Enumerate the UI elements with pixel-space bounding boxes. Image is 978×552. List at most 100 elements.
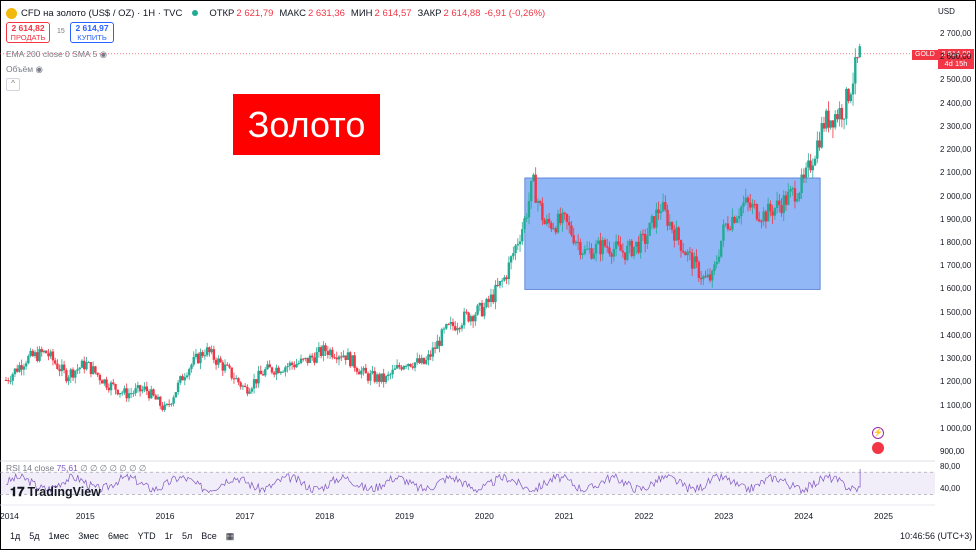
- clock[interactable]: 10:46:56 (UTC+3): [900, 531, 973, 541]
- rsi-indicator-label[interactable]: RSI 14 close 75,61 ∅ ∅ ∅ ∅ ∅ ∅ ∅: [6, 463, 146, 474]
- candle-body: [534, 174, 537, 203]
- candle-body: [462, 311, 466, 326]
- candle-body: [858, 46, 861, 58]
- candle-body: [512, 253, 515, 257]
- eye-icon[interactable]: ◉: [99, 49, 107, 59]
- timeframe-all[interactable]: Все: [201, 531, 217, 541]
- tradingview-logo[interactable]: 𝟏𝟕 TradingView: [10, 484, 101, 500]
- candle-body: [778, 200, 781, 206]
- timeframe-5y[interactable]: 5л: [181, 531, 193, 541]
- candle-body: [659, 211, 663, 214]
- candle-body: [728, 228, 732, 230]
- candle-body: [731, 216, 734, 230]
- timeframe-1m[interactable]: 1мес: [48, 531, 70, 541]
- currency-label[interactable]: USD: [938, 7, 955, 16]
- candle-body: [652, 216, 656, 228]
- candle-body: [24, 363, 28, 367]
- candle-body: [87, 362, 90, 364]
- candle-body: [69, 369, 73, 378]
- x-axis-label: 2022: [634, 511, 654, 521]
- candle-body: [427, 354, 430, 361]
- candle-body: [541, 203, 544, 221]
- timeframe-6m[interactable]: 6мес: [107, 531, 129, 541]
- symbol-header[interactable]: CFD на золото (US$ / OZ) · 1H · TVC ОТКР…: [6, 5, 545, 21]
- candle-body: [469, 316, 473, 322]
- candle-body: [36, 352, 39, 361]
- candle-body: [827, 110, 830, 128]
- candle-body: [715, 261, 718, 265]
- candle-body: [409, 363, 412, 367]
- sell-button[interactable]: 2 614,82 ПРОДАТЬ: [6, 22, 50, 43]
- candle-body: [407, 363, 410, 367]
- candle-body: [706, 274, 709, 278]
- event-bolt-icon[interactable]: ⚡: [872, 427, 884, 439]
- date-range-icon[interactable]: ▦: [225, 531, 235, 541]
- symbol-title[interactable]: CFD на золото (US$ / OZ) · 1H · TVC: [21, 7, 183, 19]
- candle-body: [174, 392, 178, 398]
- candle-body: [143, 386, 146, 390]
- candle-body: [306, 357, 309, 363]
- x-axis-label: 2025: [874, 511, 893, 521]
- candle-body: [666, 209, 669, 226]
- candle-body: [742, 202, 745, 207]
- candle-body: [413, 362, 417, 368]
- candle-body: [831, 120, 835, 128]
- candle-body: [400, 367, 403, 370]
- bar-countdown: 4d 15h: [944, 59, 968, 68]
- candle-body: [572, 235, 575, 244]
- rsi-text: RSI 14 close: [6, 463, 55, 473]
- candle-body: [847, 88, 850, 102]
- candle-body: [125, 388, 128, 399]
- candle-body: [514, 245, 517, 254]
- candle-body: [389, 374, 392, 376]
- candle-body: [40, 349, 43, 353]
- candle-body: [284, 367, 287, 372]
- candle-body: [737, 216, 741, 219]
- candle-body: [601, 239, 604, 255]
- candle-body: [556, 213, 560, 233]
- collapse-indicators-button[interactable]: ^: [6, 78, 20, 91]
- candle-body: [702, 276, 705, 280]
- y-axis-label: 1 600,00: [940, 284, 972, 294]
- candle-body: [416, 358, 419, 363]
- market-status-icon: [192, 10, 199, 16]
- change-value: -6,91 (-0,26%): [484, 7, 546, 19]
- range-box: [524, 177, 821, 290]
- candle-body: [255, 379, 258, 384]
- candle-body: [793, 188, 797, 202]
- candle-body: [527, 201, 531, 218]
- candle-body: [53, 360, 57, 364]
- us-flag-event-icon[interactable]: [872, 442, 884, 454]
- candle-body: [496, 284, 499, 286]
- buy-button[interactable]: 2 614,97 КУПИТЬ: [70, 22, 114, 43]
- candle-body: [214, 359, 218, 365]
- candle-body: [597, 240, 600, 244]
- candle-body: [362, 367, 365, 371]
- volume-indicator-label[interactable]: Объём ◉: [6, 64, 43, 75]
- candle-body: [304, 357, 307, 359]
- timeframe-ytd[interactable]: YTD: [137, 531, 156, 541]
- candle-body: [438, 340, 441, 346]
- candle-body: [167, 403, 171, 405]
- candle-body: [411, 366, 414, 368]
- timeframe-1y[interactable]: 1г: [164, 531, 173, 541]
- candle-body: [635, 241, 638, 247]
- candle-body: [212, 349, 216, 360]
- candle-body: [272, 372, 276, 375]
- candle-body: [237, 378, 240, 383]
- candle-body: [91, 366, 95, 375]
- candle-body: [456, 328, 459, 331]
- y-axis-label: 2 300,00: [940, 121, 972, 131]
- candle-body: [62, 364, 66, 371]
- timeframe-5d[interactable]: 5д: [29, 531, 40, 541]
- candle-body: [581, 253, 584, 255]
- timeframe-3m[interactable]: 3мес: [78, 531, 99, 541]
- candle-body: [681, 250, 685, 253]
- timeframe-1d[interactable]: 1д: [10, 531, 21, 541]
- candle-body: [724, 223, 727, 225]
- y-axis-label: 1 000,00: [940, 423, 972, 433]
- eye-icon[interactable]: ◉: [35, 64, 43, 74]
- candle-body: [590, 248, 593, 259]
- candle-body: [802, 174, 806, 178]
